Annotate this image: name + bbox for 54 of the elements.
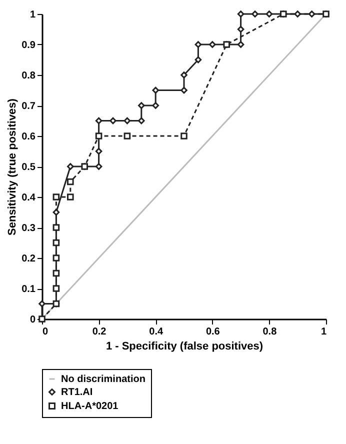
- y-tick-label: 0.9: [22, 40, 36, 51]
- x-tick-label: 0.4: [149, 326, 164, 338]
- point: [52, 239, 60, 246]
- point: [180, 72, 188, 78]
- x-tick-label: 0.6: [206, 326, 220, 338]
- point: [194, 56, 202, 64]
- y-axis-title: Sensitivity (true positives): [6, 98, 19, 236]
- y-tick-label: 0.5: [22, 162, 36, 173]
- point: [294, 10, 301, 18]
- point: [237, 41, 244, 48]
- y-tick-label: 0.1: [22, 284, 36, 295]
- point: [52, 208, 60, 216]
- point: [237, 10, 244, 18]
- point: [52, 224, 60, 231]
- point: [52, 194, 60, 200]
- y-tick-label: 0.3: [22, 223, 36, 234]
- y-tick-label: 0.4: [22, 192, 36, 204]
- point: [308, 10, 316, 18]
- y-tick-label: 0.6: [22, 132, 36, 142]
- point: [95, 132, 102, 140]
- point: [67, 178, 74, 186]
- point: [124, 117, 131, 124]
- point: [180, 86, 188, 94]
- point: [266, 10, 273, 18]
- point: [152, 102, 159, 109]
- point: [95, 163, 102, 170]
- y-tick-label: 0.7: [22, 101, 36, 112]
- point: [52, 285, 60, 292]
- legend-label: RT1.AI: [61, 387, 93, 398]
- x-tick-label: 0.2: [92, 326, 107, 338]
- point: [194, 41, 202, 48]
- point: [124, 132, 131, 140]
- x-axis-title: 1 - Specificity (false positives): [106, 340, 264, 352]
- legend-label: No discrimination: [61, 374, 146, 385]
- point: [67, 194, 74, 200]
- y-tick-label: 1: [30, 10, 36, 20]
- x-tick-label: 1: [320, 326, 327, 338]
- point: [237, 26, 244, 33]
- x-tick-label: 0.8: [262, 326, 278, 338]
- x-tick-label: 0: [42, 326, 48, 338]
- point: [67, 163, 74, 170]
- point: [95, 117, 102, 124]
- point: [52, 254, 60, 262]
- point: [209, 41, 216, 48]
- point: [38, 300, 46, 308]
- point: [252, 10, 258, 18]
- y-tick-label: 0.2: [22, 254, 36, 264]
- point: [95, 148, 102, 155]
- point: [138, 102, 145, 109]
- point: [52, 270, 60, 277]
- y-tick-label: 0: [30, 314, 36, 326]
- y-tick-label: 0.8: [22, 70, 36, 82]
- point: [180, 132, 188, 140]
- legend-label: HLA-A*0201: [61, 401, 119, 412]
